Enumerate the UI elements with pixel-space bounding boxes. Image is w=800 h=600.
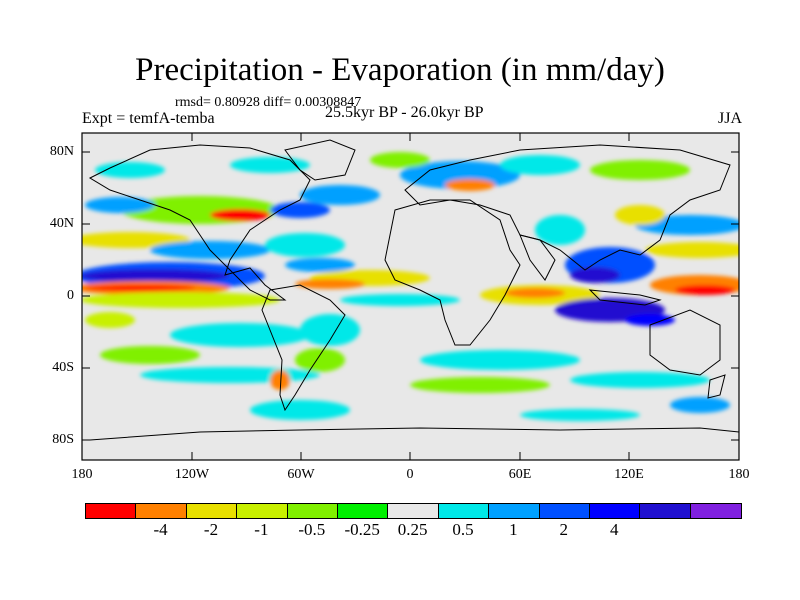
y-label-80n: 80N [49, 144, 74, 159]
y-label-80s: 80S [52, 432, 74, 447]
colorbar-swatch [438, 504, 490, 518]
colorbar-swatch [237, 504, 288, 518]
colorbar-swatch [287, 504, 338, 518]
colorbar-swatch [589, 504, 641, 518]
colorbar-swatch [388, 504, 439, 518]
colorbar-label: -4 [153, 520, 168, 539]
x-label-60e: 60E [508, 467, 532, 482]
colorbar-label: 1 [509, 520, 518, 539]
colorbar-swatch [489, 504, 540, 518]
y-label-40n: 40N [49, 216, 74, 231]
y-label-0: 0 [67, 288, 74, 303]
x-label-60w: 60W [287, 467, 315, 482]
colorbar-label: 0.5 [452, 520, 474, 539]
period-label: 25.5kyr BP - 26.0kyr BP [325, 104, 484, 121]
chart-title: Precipitation - Evaporation (in mm/day) [135, 52, 665, 88]
experiment-label: Expt = temfA-temba [82, 110, 215, 127]
colorbar-swatch [86, 504, 137, 518]
colorbar-swatch [539, 504, 590, 518]
colorbar-label: 0.25 [397, 520, 428, 539]
field-patches [82, 139, 739, 441]
x-label-180-east: 180 [728, 467, 750, 482]
colorbar-swatch [337, 504, 389, 518]
x-label-120e: 120E [614, 467, 644, 482]
y-label-40s: 40S [52, 360, 74, 375]
axis-ticks [81, 133, 740, 460]
colorbar-label: -0.5 [298, 520, 326, 539]
colorbar-label: -2 [203, 520, 219, 539]
coastlines [88, 139, 739, 441]
colorbar-swatch [136, 504, 187, 518]
colorbar-label: -0.25 [344, 520, 380, 539]
colorbar [85, 503, 743, 519]
x-label-0: 0 [406, 467, 414, 482]
rmsd-diff-stats: rmsd= 0.80928 diff= 0.00308847 [175, 95, 362, 110]
colorbar-swatch [640, 504, 691, 518]
colorbar-label: -1 [254, 520, 269, 539]
colorbar-label: 4 [609, 520, 619, 539]
colorbar-swatch [690, 504, 742, 518]
colorbar-label: 2 [559, 520, 569, 539]
x-label-120w: 120W [174, 467, 210, 482]
season-label: JJA [717, 110, 742, 127]
x-label-180-west: 180 [71, 467, 93, 482]
colorbar-swatch [186, 504, 238, 518]
